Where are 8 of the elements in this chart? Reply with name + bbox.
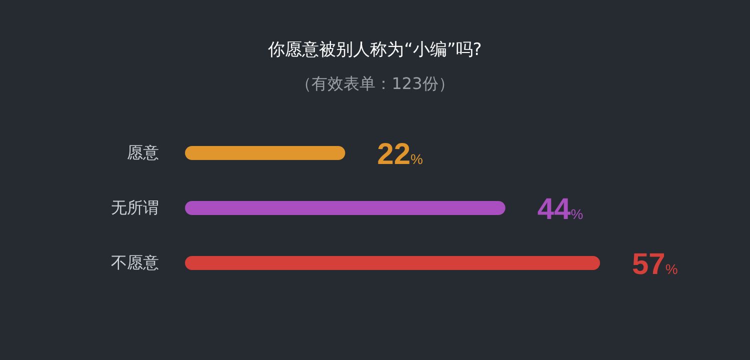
y-tick-label: 无所谓 (111, 198, 159, 218)
data-label: 22% (377, 138, 424, 171)
chart-title: 你愿意被别人称为“小编”吗? (267, 39, 483, 61)
chart-subtitle: （有效表单：123份） (294, 74, 456, 95)
y-tick-label: 不愿意 (111, 253, 159, 272)
y-tick-label: 愿意 (127, 143, 159, 162)
data-label: 57% (632, 248, 678, 281)
data-label: 44% (537, 193, 584, 226)
